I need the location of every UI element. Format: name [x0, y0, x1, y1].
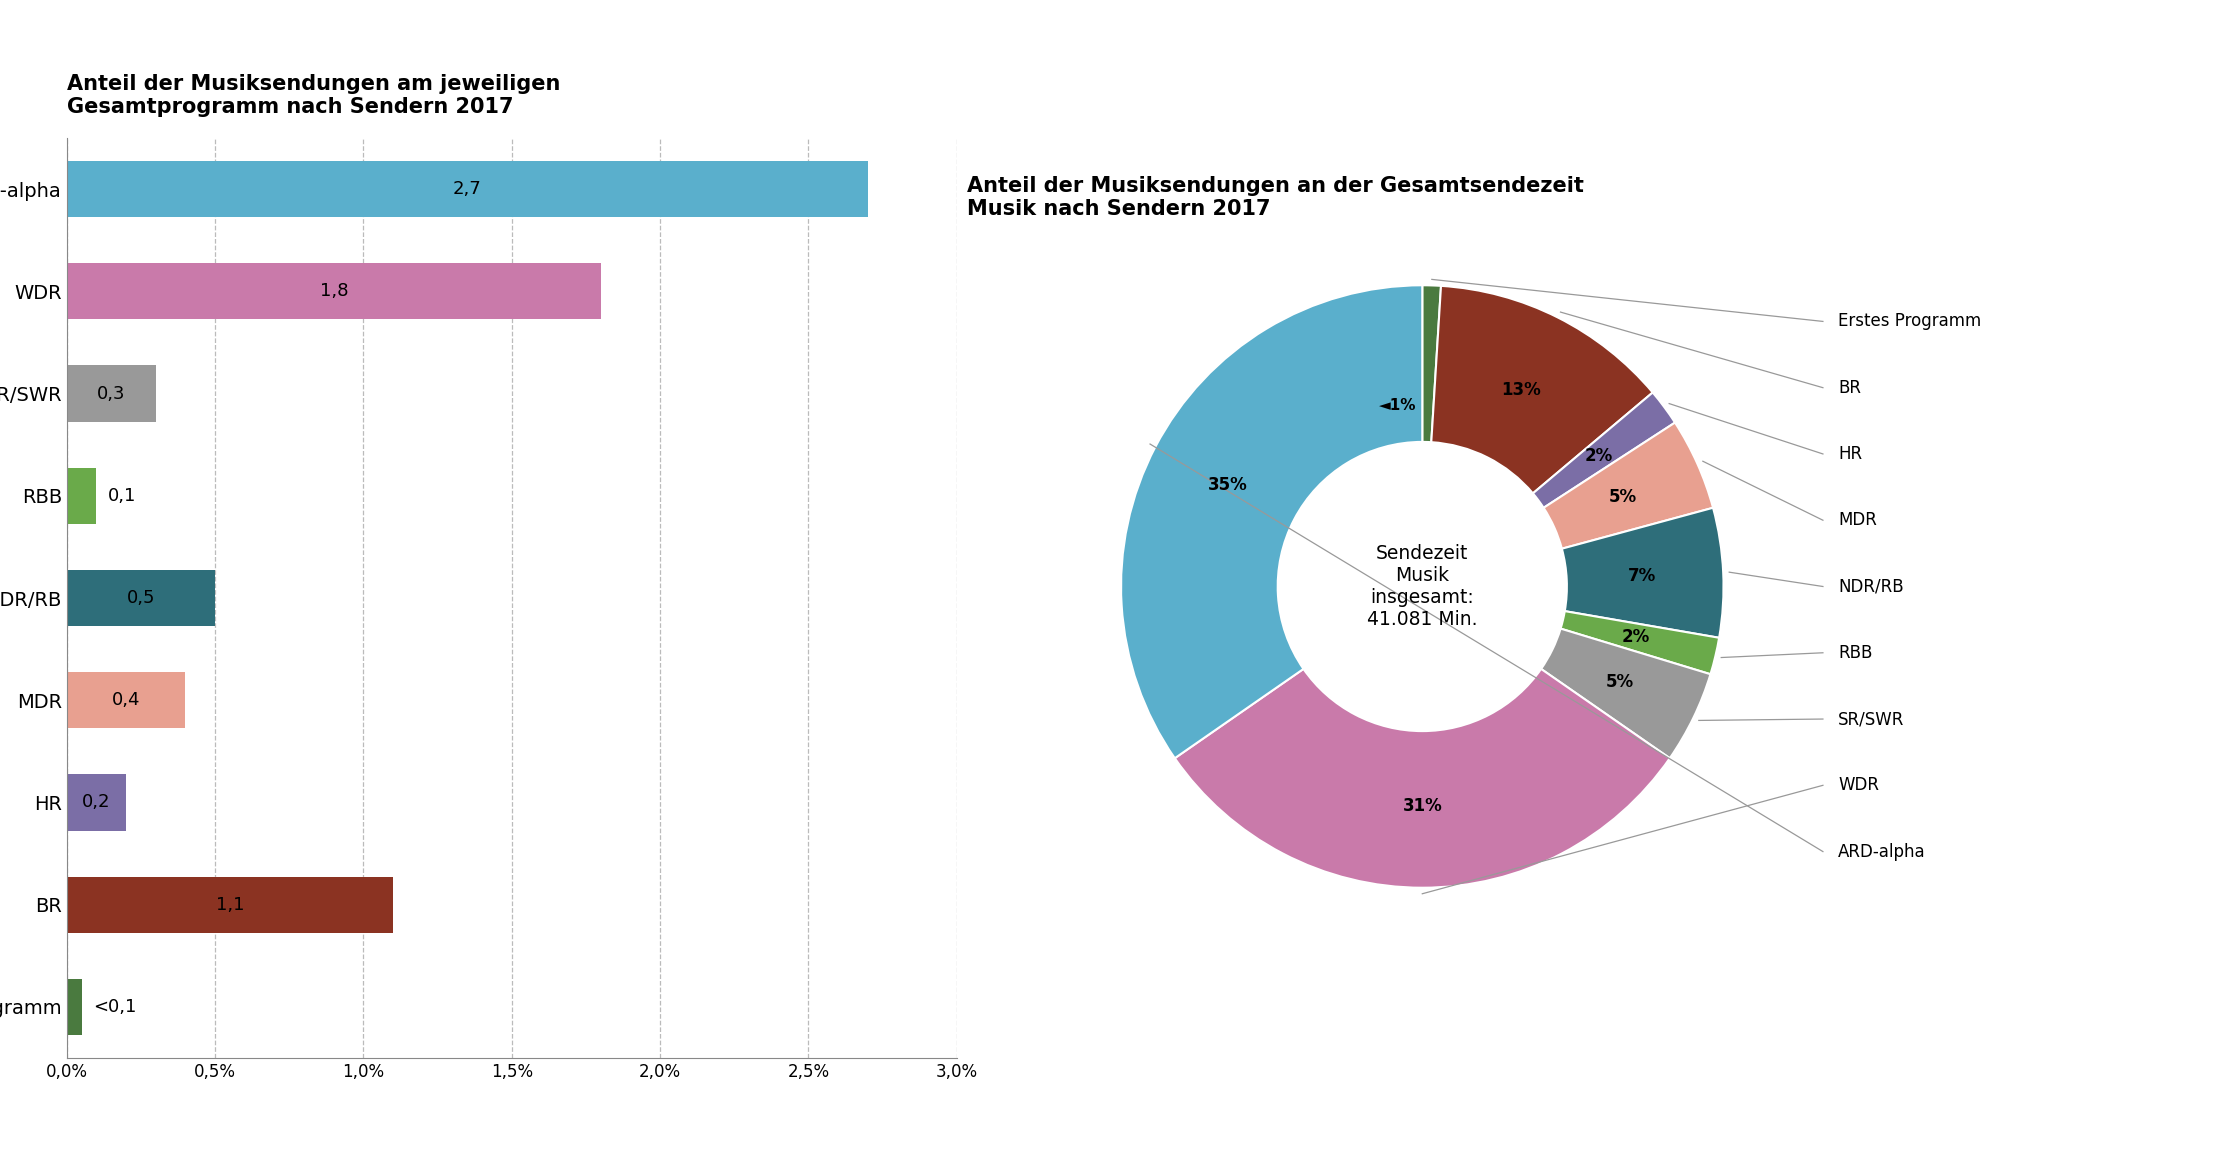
Text: 7%: 7% — [1629, 567, 1655, 585]
Text: Erstes Programm: Erstes Programm — [1838, 313, 1980, 330]
Text: 2,7: 2,7 — [454, 181, 481, 198]
Text: 0,4: 0,4 — [111, 691, 140, 710]
Wedge shape — [1121, 285, 1422, 758]
Text: 1,8: 1,8 — [320, 283, 347, 300]
Wedge shape — [1560, 611, 1720, 674]
Text: BR: BR — [1838, 378, 1860, 397]
Text: ◄1%: ◄1% — [1380, 398, 1417, 413]
Text: Sendezeit
Musik
insgesamt:
41.081 Min.: Sendezeit Musik insgesamt: 41.081 Min. — [1366, 544, 1477, 629]
Wedge shape — [1431, 286, 1653, 493]
Text: 0,3: 0,3 — [98, 384, 125, 402]
Text: 0,2: 0,2 — [82, 793, 111, 812]
Bar — [67, 774, 127, 830]
Wedge shape — [1422, 285, 1442, 443]
Text: Anteil der Musiksendungen am jeweiligen
Gesamtprogramm nach Sendern 2017: Anteil der Musiksendungen am jeweiligen … — [67, 74, 561, 117]
Bar — [67, 876, 394, 933]
Bar — [67, 979, 82, 1035]
Text: 2%: 2% — [1584, 446, 1613, 465]
Text: SR/SWR: SR/SWR — [1838, 710, 1905, 728]
Text: Anteil der Musiksendungen an der Gesamtsendezeit
Musik nach Sendern 2017: Anteil der Musiksendungen an der Gesamts… — [968, 176, 1584, 220]
Text: 0,1: 0,1 — [109, 486, 136, 505]
Text: RBB: RBB — [1838, 644, 1873, 661]
Bar — [67, 161, 868, 217]
Text: ARD-alpha: ARD-alpha — [1838, 843, 1925, 860]
Wedge shape — [1175, 669, 1669, 888]
Text: 13%: 13% — [1502, 381, 1542, 399]
Wedge shape — [1533, 392, 1675, 508]
Text: WDR: WDR — [1838, 776, 1878, 795]
Text: 5%: 5% — [1606, 674, 1633, 691]
Wedge shape — [1562, 508, 1724, 638]
Bar — [67, 468, 96, 524]
Text: HR: HR — [1838, 445, 1862, 463]
Wedge shape — [1542, 629, 1711, 758]
Text: NDR/RB: NDR/RB — [1838, 577, 1905, 596]
Text: 1,1: 1,1 — [216, 896, 245, 913]
Text: 0,5: 0,5 — [127, 589, 156, 607]
Bar — [67, 366, 156, 422]
Text: MDR: MDR — [1838, 512, 1878, 529]
Text: 5%: 5% — [1609, 488, 1638, 506]
Bar — [67, 263, 601, 320]
Bar — [67, 570, 216, 626]
Text: <0,1: <0,1 — [93, 998, 136, 1015]
Text: 31%: 31% — [1402, 797, 1442, 815]
Text: 35%: 35% — [1208, 476, 1248, 493]
Bar — [67, 672, 185, 728]
Text: 2%: 2% — [1622, 628, 1651, 646]
Wedge shape — [1544, 422, 1713, 549]
